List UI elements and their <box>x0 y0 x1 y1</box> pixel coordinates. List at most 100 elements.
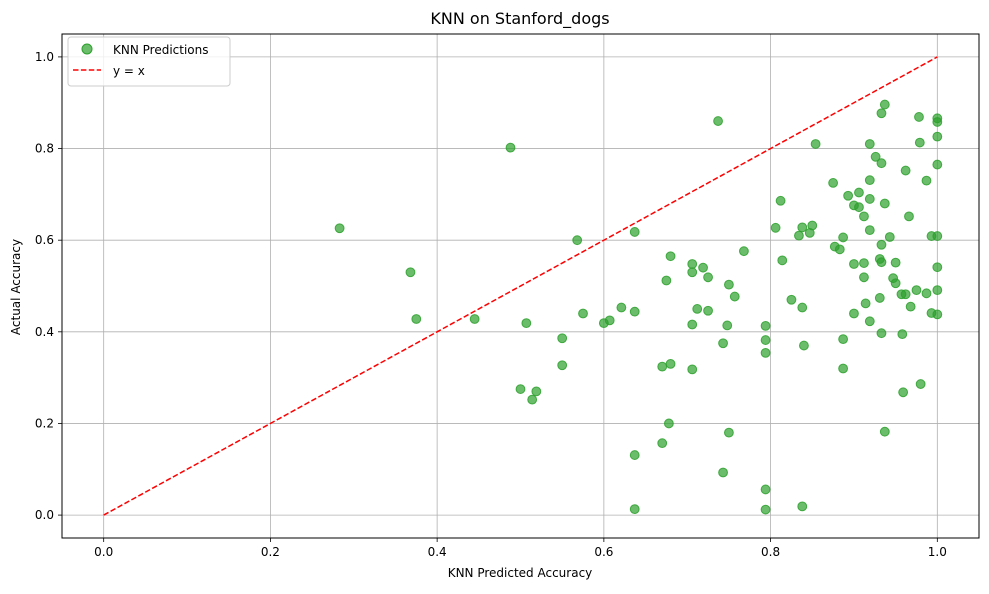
data-point <box>557 360 568 371</box>
data-point <box>849 259 859 269</box>
data-point <box>932 131 943 142</box>
data-point <box>629 227 640 237</box>
data-point <box>900 165 911 176</box>
data-point <box>557 333 568 344</box>
data-point <box>932 231 943 241</box>
data-point <box>864 175 875 186</box>
data-point <box>897 329 908 340</box>
data-point <box>657 438 668 449</box>
data-point <box>505 142 516 153</box>
data-point <box>932 262 943 273</box>
data-point <box>604 315 615 326</box>
legend-label-y-equals-x: y = x <box>113 64 145 78</box>
data-point <box>515 384 526 394</box>
data-point <box>879 99 890 110</box>
data-point <box>770 222 781 233</box>
y-tick-label: 0.2 <box>35 416 54 430</box>
data-point <box>860 298 871 309</box>
data-point <box>794 230 804 241</box>
data-point <box>661 275 672 286</box>
data-point <box>898 387 909 398</box>
data-point <box>775 195 786 206</box>
data-point <box>854 202 864 213</box>
data-point <box>703 305 713 316</box>
x-tick-label: 1.0 <box>928 545 947 559</box>
data-point <box>334 223 345 234</box>
x-tick-label: 0.8 <box>761 545 780 559</box>
data-point <box>921 288 932 299</box>
y-tick-label: 0.4 <box>35 325 54 339</box>
data-point <box>665 251 676 262</box>
data-point <box>874 293 885 303</box>
axes-frame <box>61 33 980 539</box>
data-point <box>876 257 887 268</box>
legend-marker-knn-predictions <box>81 43 93 55</box>
data-point <box>739 246 749 257</box>
data-point <box>834 244 845 255</box>
data-point <box>760 335 771 345</box>
data-point <box>915 379 926 389</box>
data-point <box>521 318 532 329</box>
data-point <box>914 112 924 122</box>
data-point <box>864 316 875 327</box>
data-point <box>797 222 808 233</box>
data-point <box>864 225 875 236</box>
data-point <box>932 309 943 320</box>
data-point <box>797 501 808 512</box>
data-point <box>864 139 875 149</box>
data-point <box>663 418 674 429</box>
data-point <box>879 426 890 437</box>
x-tick-label: 0.0 <box>94 545 113 559</box>
data-point <box>713 116 723 126</box>
data-point <box>890 257 901 268</box>
data-point <box>911 285 922 296</box>
x-tick-label: 0.4 <box>428 545 447 559</box>
data-point <box>890 278 901 289</box>
data-point <box>760 504 771 515</box>
data-point <box>722 320 733 331</box>
data-point <box>469 314 480 324</box>
data-point <box>932 159 943 170</box>
plot-area <box>103 56 943 516</box>
data-point <box>876 328 887 339</box>
data-point <box>687 364 698 375</box>
data-point <box>905 301 916 312</box>
data-point <box>629 504 640 515</box>
data-point <box>760 320 771 331</box>
data-point <box>786 294 797 305</box>
data-point <box>921 175 932 186</box>
data-point <box>797 302 808 313</box>
data-point <box>879 198 890 209</box>
data-point <box>703 272 713 283</box>
data-point <box>411 314 422 324</box>
data-point <box>718 467 728 478</box>
data-point <box>859 211 869 222</box>
data-point <box>531 386 542 397</box>
chart-title: KNN on Stanford_dogs <box>430 9 609 29</box>
data-point <box>932 285 943 296</box>
data-point <box>932 117 943 127</box>
data-point <box>698 262 708 273</box>
data-point <box>578 308 588 319</box>
x-tick-label: 0.2 <box>261 545 280 559</box>
data-point <box>760 347 771 358</box>
data-point <box>657 361 668 372</box>
data-point <box>629 450 640 460</box>
data-point <box>876 239 887 250</box>
data-point <box>876 108 887 119</box>
y-tick-label: 0.8 <box>35 142 54 156</box>
data-point <box>724 279 734 290</box>
legend-label-knn-predictions: KNN Predictions <box>113 43 209 57</box>
data-point <box>843 190 854 201</box>
data-point <box>799 340 809 351</box>
data-point <box>405 267 416 278</box>
data-point <box>718 338 728 349</box>
data-point <box>760 484 771 495</box>
data-point <box>629 306 640 317</box>
data-point <box>687 267 698 278</box>
data-point <box>777 255 788 266</box>
data-point <box>687 259 698 269</box>
data-point <box>687 319 698 330</box>
data-point <box>876 158 887 169</box>
